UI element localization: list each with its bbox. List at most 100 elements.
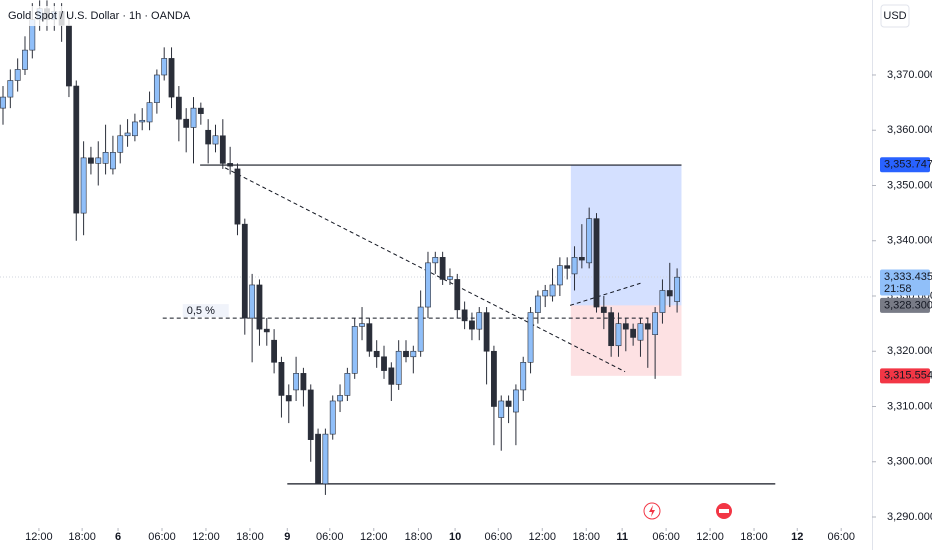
price-label (880, 368, 930, 384)
y-tick-label: 3,360.000 (887, 124, 932, 136)
candle-body (381, 356, 387, 371)
candle-body (7, 80, 14, 98)
candle-body (373, 350, 380, 358)
x-tick-label: 18:00 (740, 531, 768, 543)
events (643, 502, 732, 520)
event-glyph (719, 509, 729, 513)
candle-body (637, 323, 644, 341)
candle-body (674, 276, 680, 302)
x-tick-label: 18:00 (572, 531, 600, 543)
candle-body (454, 279, 461, 311)
price-label (880, 157, 930, 173)
candle-body (630, 328, 637, 338)
chart-title: Gold Spot / U.S. Dollar · 1h · OANDA (8, 10, 191, 22)
price-label (880, 297, 930, 313)
price-label (880, 269, 930, 296)
x-tick-label: 06:00 (485, 531, 513, 543)
x-tick-label: 12 (791, 531, 803, 543)
candle-body (102, 152, 109, 164)
price-label-text: 3,315.554 (884, 370, 932, 382)
candle-body (476, 312, 483, 330)
drawing-line (569, 282, 641, 306)
candle-body (505, 400, 512, 407)
x-tick-label: 6 (115, 531, 121, 543)
candle-body (571, 257, 578, 275)
candle-body (146, 102, 153, 123)
candle-body (432, 257, 439, 264)
x-tick-label: 10 (449, 531, 461, 543)
candle-body (337, 395, 343, 402)
drawing-line (224, 167, 626, 373)
candle-body (73, 85, 80, 214)
candle-body (278, 362, 285, 396)
candle-body (315, 433, 321, 485)
x-tick-label: 06:00 (652, 531, 680, 543)
candle-body (351, 326, 358, 374)
candle-body (168, 58, 175, 98)
candle-body (256, 284, 263, 330)
candle-body (549, 284, 556, 297)
candle-body (0, 96, 6, 109)
x-tick-label: 12:00 (25, 531, 53, 543)
candle-body (388, 367, 395, 385)
candle-body (469, 320, 475, 330)
candle-body (652, 312, 659, 335)
candle-body (666, 290, 673, 297)
currency-button[interactable] (880, 4, 910, 28)
candle-body (564, 265, 571, 269)
candle-body (263, 328, 270, 333)
candle-body (66, 24, 72, 87)
x-tick-label: 18:00 (236, 531, 264, 543)
x-tick-label: 12:00 (192, 531, 220, 543)
candle-body (461, 309, 468, 322)
candle-body (22, 49, 28, 70)
x-tick-label: 18:00 (405, 531, 433, 543)
candle-body (513, 389, 519, 413)
candle-body (520, 362, 527, 391)
price-label-text: 3,353.747 (884, 159, 932, 171)
candle-body (556, 265, 563, 286)
candle-body (183, 118, 190, 128)
x-tick-label: 12:00 (529, 531, 557, 543)
candle-body (139, 119, 146, 123)
candle-body (219, 135, 226, 164)
candle-body (95, 157, 102, 164)
candle-body (88, 157, 94, 164)
candle-body (417, 306, 424, 352)
candle-body (197, 107, 204, 114)
price-label-text: 3,333.435 (884, 271, 932, 283)
countdown: 21:58 (884, 283, 912, 295)
price-label-text: 3,328.300 (884, 299, 932, 311)
candle-body (322, 433, 329, 485)
candle-body (234, 168, 241, 225)
x-tick-label: 06:00 (148, 531, 176, 543)
x-tick-label: 9 (284, 531, 290, 543)
candle-body (14, 69, 21, 81)
candle-body (491, 350, 497, 407)
candle-body (395, 350, 402, 385)
y-tick-label: 3,340.000 (887, 235, 932, 247)
currency[interactable]: USD (883, 10, 906, 22)
x-tick-label: 06:00 (827, 531, 855, 543)
plot: 0,5 % (0, 0, 872, 495)
x-tick-label: 06:00 (316, 531, 344, 543)
candle-body (659, 290, 666, 313)
candle-body (425, 262, 431, 308)
title-bg (4, 6, 204, 26)
candle-body (600, 306, 607, 313)
y-tick-label: 3,290.000 (887, 511, 932, 523)
candle-body (483, 312, 490, 352)
candle-body (542, 290, 549, 297)
candle-body (110, 152, 116, 170)
candle-body (608, 312, 615, 347)
candle-body (586, 218, 593, 264)
candle-body (359, 323, 365, 327)
candle-body (622, 323, 629, 330)
candle-body (161, 58, 168, 76)
candle-body (80, 157, 87, 214)
candle-body (271, 339, 278, 363)
x-tick-label: 11 (616, 531, 628, 543)
